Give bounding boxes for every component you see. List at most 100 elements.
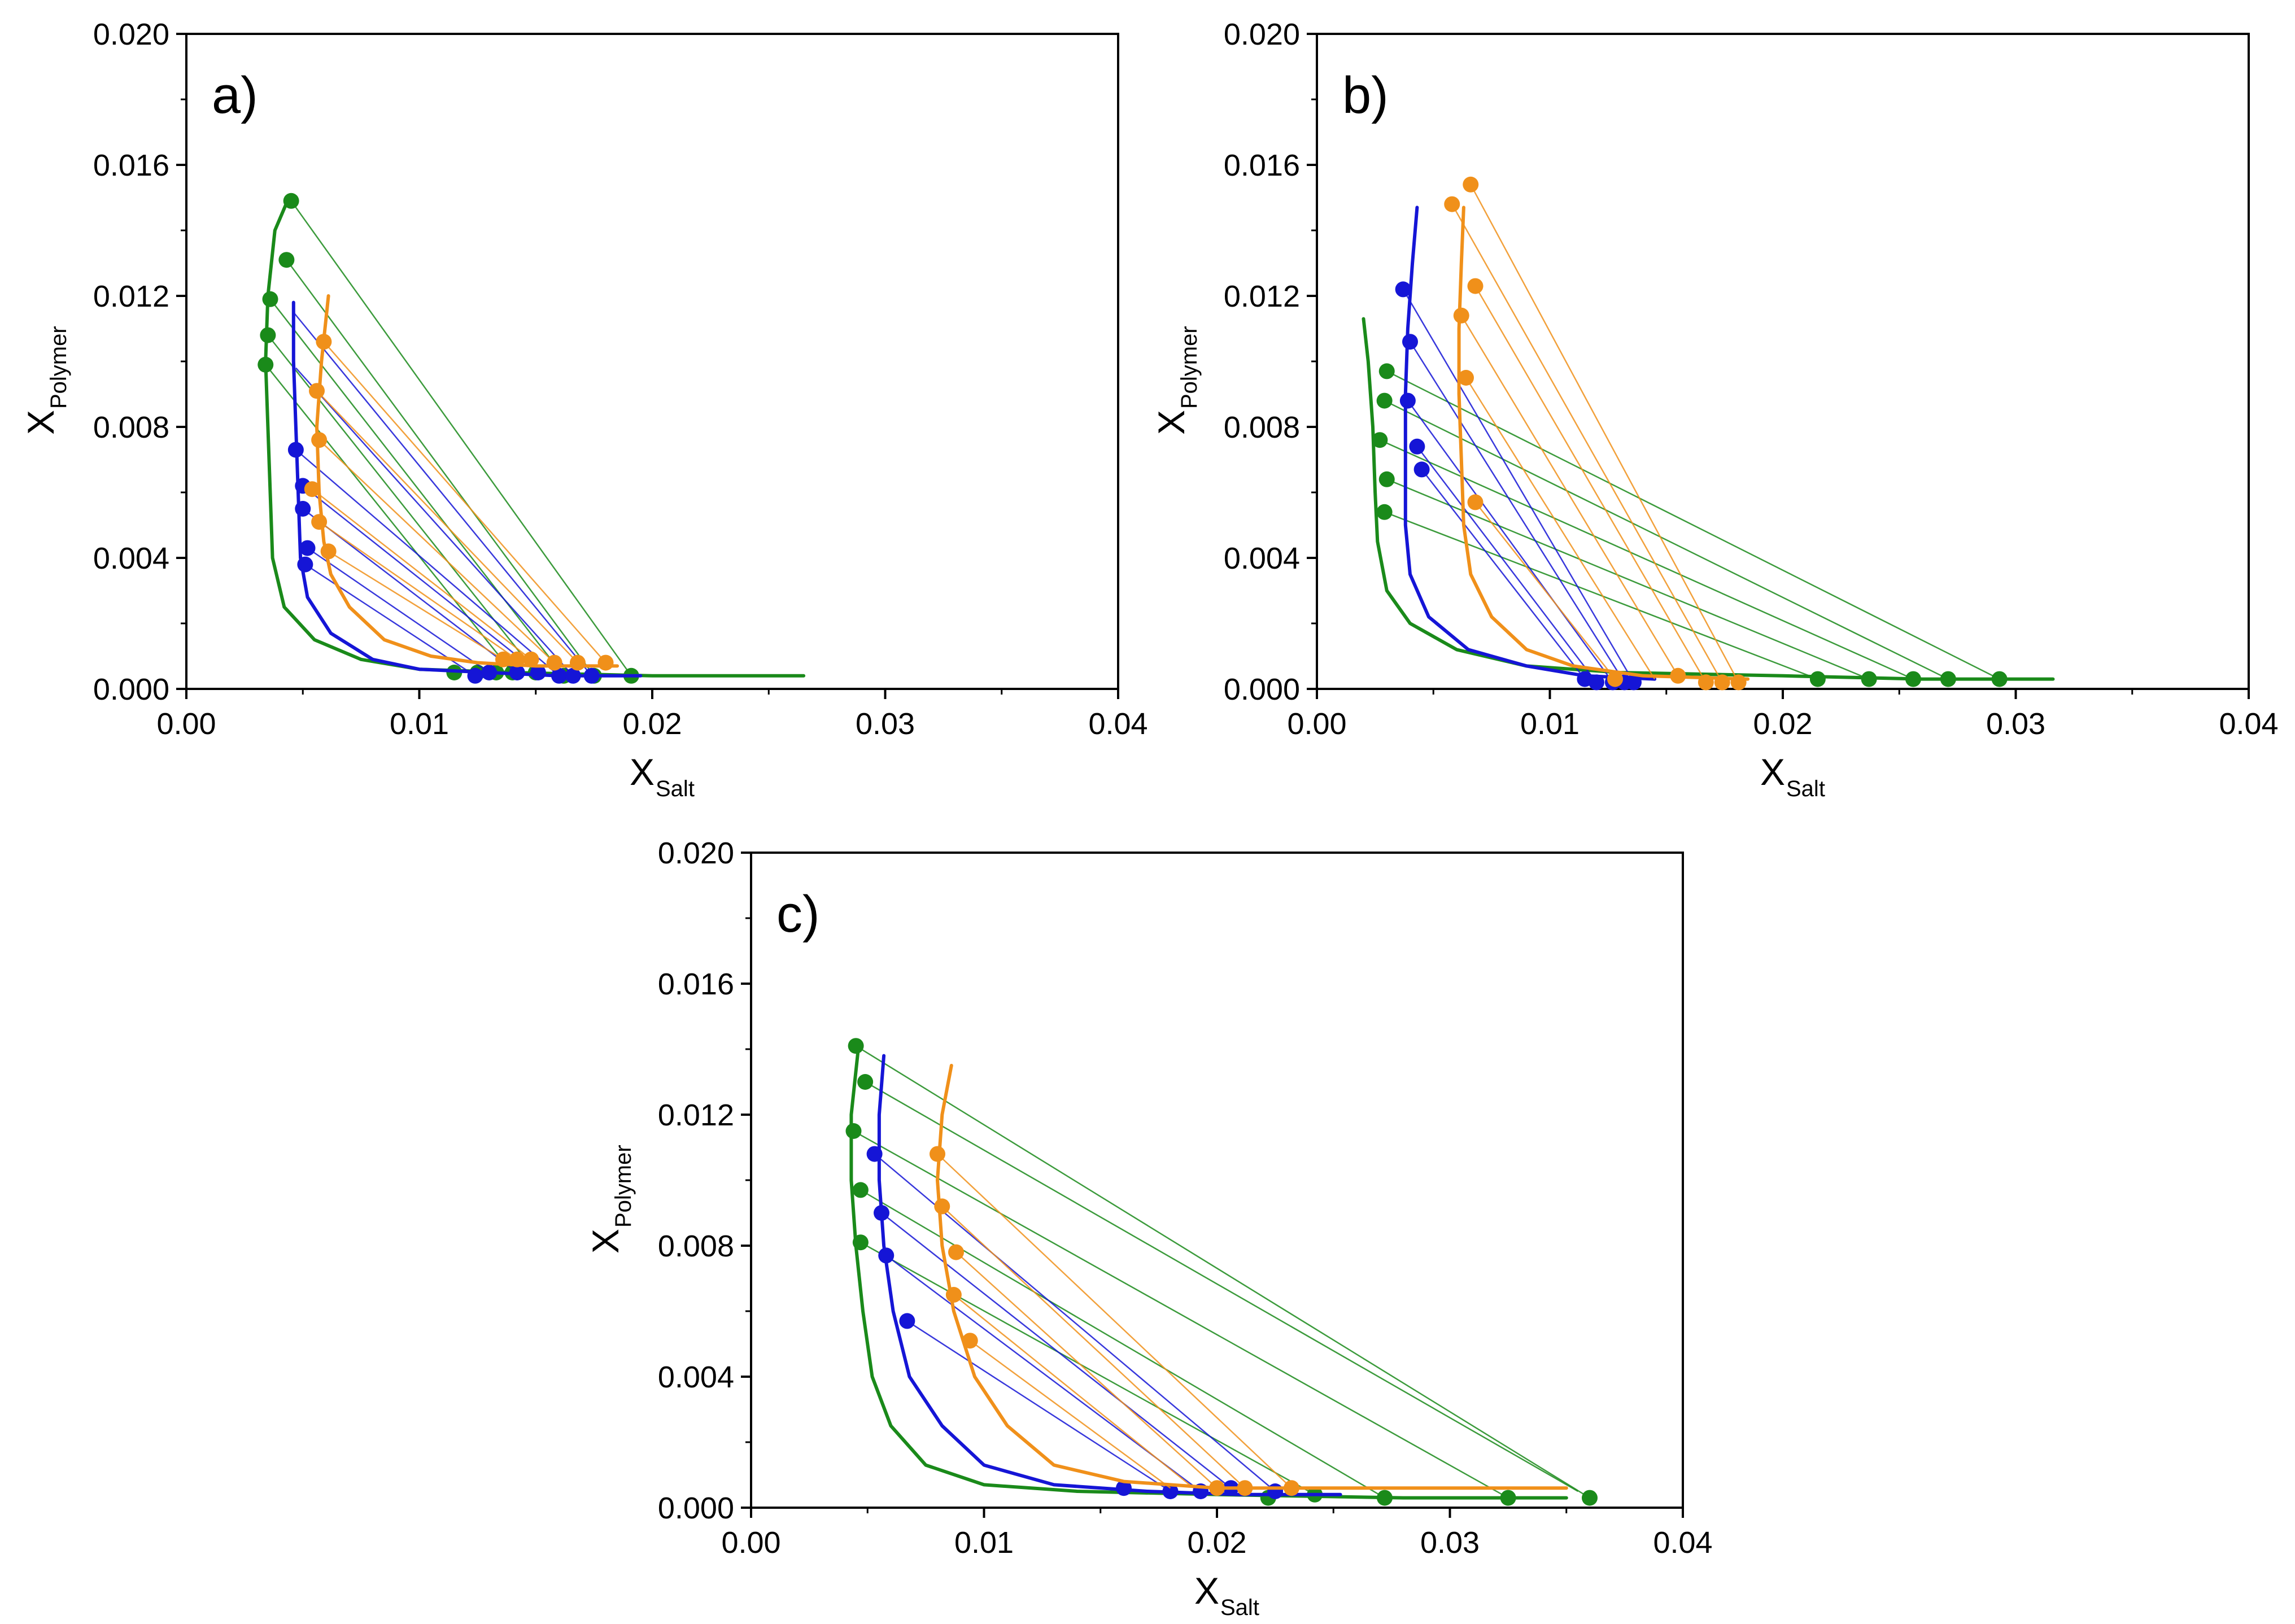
binodal-curve-orange bbox=[315, 294, 619, 668]
data-point-orange bbox=[509, 651, 525, 667]
data-point-orange bbox=[930, 1146, 945, 1162]
data-point-orange bbox=[1284, 1480, 1299, 1496]
panel-label: a) bbox=[212, 67, 258, 124]
data-point-orange bbox=[597, 654, 614, 671]
data-point-green bbox=[1991, 671, 2008, 687]
tie-line-orange bbox=[953, 1294, 1194, 1489]
data-point-blue bbox=[299, 540, 316, 556]
data-point-orange bbox=[1453, 307, 1469, 324]
data-point-green bbox=[1376, 504, 1393, 520]
x-tick-label: 0.03 bbox=[1986, 707, 2045, 741]
y-axis-title: X bbox=[584, 1229, 626, 1254]
x-axis-title: X bbox=[1194, 1570, 1219, 1612]
tie-line-orange bbox=[1460, 315, 1679, 676]
x-axis-title-sub: Salt bbox=[656, 776, 695, 801]
tie-line-orange bbox=[1474, 501, 1616, 680]
data-point-blue bbox=[1409, 438, 1425, 455]
data-point-green bbox=[1582, 1490, 1598, 1506]
series-green bbox=[1362, 317, 2055, 687]
tie-line-orange bbox=[941, 1206, 1246, 1489]
tie-line-green bbox=[855, 1045, 1590, 1499]
data-point-green bbox=[260, 327, 276, 343]
tie-line-green bbox=[860, 1189, 1385, 1499]
data-point-green bbox=[283, 193, 299, 209]
y-axis-title-sub: Polymer bbox=[1177, 326, 1202, 409]
data-point-orange bbox=[1467, 494, 1484, 510]
tie-line-blue bbox=[1409, 341, 1625, 683]
x-tick-label: 0.04 bbox=[1653, 1526, 1712, 1560]
tie-line-orange bbox=[955, 1251, 1218, 1489]
x-axis-title: X bbox=[1760, 751, 1785, 793]
tie-line-orange bbox=[1465, 377, 1656, 680]
data-point-green bbox=[1809, 671, 1826, 687]
data-point-green bbox=[852, 1182, 869, 1198]
y-tick-label: 0.012 bbox=[93, 280, 169, 313]
data-point-orange bbox=[1670, 667, 1686, 684]
y-tick-label: 0.012 bbox=[1224, 280, 1300, 313]
series-green bbox=[258, 193, 806, 684]
data-point-orange bbox=[1444, 196, 1460, 212]
y-tick-label: 0.020 bbox=[658, 836, 734, 870]
data-point-orange bbox=[1463, 176, 1479, 193]
data-point-blue bbox=[1626, 674, 1642, 691]
data-point-orange bbox=[1730, 674, 1747, 691]
data-point-orange bbox=[1714, 674, 1730, 691]
data-point-orange bbox=[304, 481, 320, 497]
x-tick-label: 0.03 bbox=[856, 707, 915, 741]
y-axis-title: X bbox=[1150, 410, 1192, 435]
data-point-orange bbox=[1209, 1480, 1225, 1496]
tie-line-blue bbox=[302, 485, 539, 673]
data-point-orange bbox=[962, 1333, 978, 1349]
x-tick-label: 0.00 bbox=[1287, 707, 1346, 741]
panel-c: 0.00 0.01 0.02 0.03 0.04 0.000 0.004 0.008 0.012… bbox=[584, 836, 1713, 1620]
binodal-curve-green bbox=[1362, 317, 2055, 681]
x-tick-label: 0.04 bbox=[2219, 707, 2278, 741]
data-point-orange bbox=[311, 514, 328, 530]
data-point-orange bbox=[1607, 671, 1623, 687]
y-tick-label: 0.008 bbox=[1224, 411, 1300, 444]
tie-line-blue bbox=[1421, 469, 1586, 680]
tie-line-orange bbox=[323, 341, 607, 663]
x-axis-title-sub: Salt bbox=[1786, 776, 1825, 801]
tie-line-green bbox=[860, 1242, 1315, 1495]
data-point-orange bbox=[495, 651, 511, 667]
y-tick-label: 0.016 bbox=[93, 149, 169, 182]
data-point-orange bbox=[1237, 1480, 1253, 1496]
tie-line-green bbox=[265, 364, 513, 673]
data-point-blue bbox=[1267, 1483, 1284, 1499]
data-point-blue bbox=[1402, 334, 1418, 350]
tie-line-orange bbox=[1451, 203, 1723, 683]
tie-line-green bbox=[290, 200, 632, 676]
tie-line-orange bbox=[311, 488, 532, 660]
data-point-green bbox=[262, 291, 278, 307]
data-point-green bbox=[1377, 1490, 1393, 1506]
tie-line-blue bbox=[295, 367, 574, 676]
data-point-blue bbox=[1395, 281, 1411, 298]
tie-line-green bbox=[1384, 400, 1949, 680]
data-point-green bbox=[852, 1234, 869, 1251]
y-tick-label: 0.008 bbox=[93, 411, 169, 444]
tie-line-blue bbox=[307, 547, 490, 674]
x-tick-label: 0.00 bbox=[721, 1526, 780, 1560]
data-point-green bbox=[1376, 392, 1393, 409]
binodal-curve-blue bbox=[291, 300, 643, 678]
y-tick-label: 0.004 bbox=[93, 542, 169, 575]
data-point-green bbox=[857, 1074, 874, 1090]
data-point-orange bbox=[1458, 370, 1474, 386]
binodal-curve-orange bbox=[1457, 206, 1750, 681]
x-tick-label: 0.02 bbox=[1753, 707, 1812, 741]
y-tick-label: 0.012 bbox=[658, 1098, 734, 1132]
data-point-green bbox=[278, 252, 295, 268]
x-axis-title-sub: Salt bbox=[1220, 1595, 1259, 1620]
panel-label: b) bbox=[1342, 67, 1389, 124]
tie-line-blue bbox=[1402, 289, 1635, 683]
data-point-blue bbox=[583, 667, 600, 684]
y-tick-label: 0.000 bbox=[1224, 673, 1300, 706]
tie-line-blue bbox=[1407, 400, 1613, 683]
tie-line-blue bbox=[1416, 446, 1597, 683]
panel-b: 0.00 0.01 0.02 0.03 0.04 0.000 0.004 0.008 0.012… bbox=[1150, 18, 2279, 801]
x-axis-title: X bbox=[630, 751, 655, 793]
data-point-green bbox=[1372, 432, 1388, 448]
